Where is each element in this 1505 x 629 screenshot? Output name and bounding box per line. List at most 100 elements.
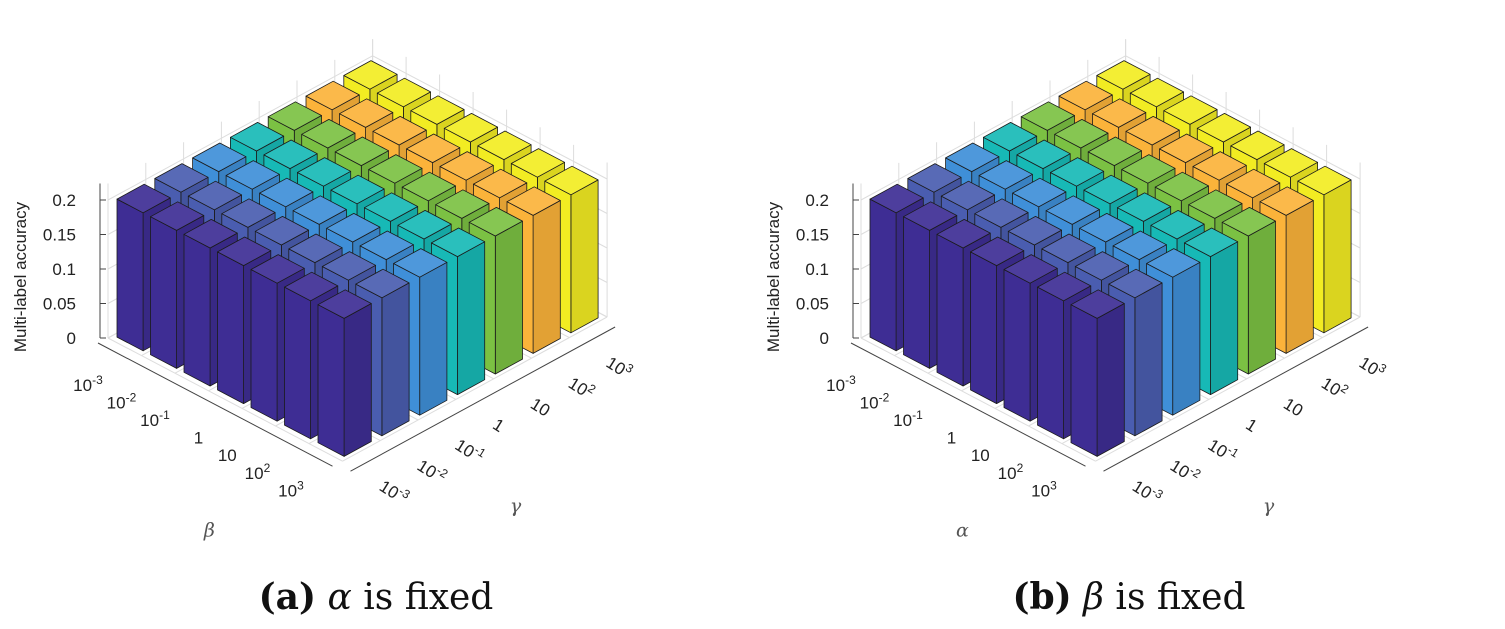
bar-top-face: [1003, 254, 1058, 284]
caption-tag: (b): [1012, 576, 1072, 618]
bar-top-face: [1087, 136, 1142, 167]
bar: [903, 201, 958, 369]
bar-top-face: [468, 206, 523, 237]
bar-top-face: [1041, 233, 1096, 264]
width-tick-label: 10-3: [376, 474, 413, 509]
bar: [430, 227, 486, 396]
bar-top-face: [1125, 116, 1180, 146]
bar-top-face: [1074, 251, 1130, 281]
z-tick-label: 0.1: [805, 260, 829, 279]
bar-top-face: [439, 151, 494, 181]
z-tick-label: 0.05: [43, 295, 76, 314]
width-tick-label: 10-1: [1205, 433, 1242, 468]
depth-tick-label: 10-3: [826, 373, 856, 395]
depth-tick-label: 1: [947, 429, 956, 448]
bar-top-face: [401, 171, 456, 202]
bar-top-face: [317, 289, 372, 319]
z-tick-label: 0.2: [52, 191, 76, 210]
bar-top-face: [254, 215, 310, 246]
bar-top-face: [221, 198, 276, 228]
bar-top-face: [1083, 174, 1138, 205]
depth-tick-label: 10: [971, 446, 990, 465]
bar-front-face: [381, 282, 410, 437]
floor-gridline: [860, 337, 1096, 462]
width-tick-label: 10-3: [1129, 474, 1166, 509]
bar-top-face: [229, 122, 285, 152]
width-tick: 10-2: [1167, 454, 1204, 489]
bar-top-face: [1129, 77, 1185, 108]
width-tick-label: 1: [1242, 415, 1260, 436]
bar-top-face: [1016, 139, 1071, 170]
bar-top-face: [982, 122, 1038, 152]
depth-tick-label: 10-1: [140, 408, 170, 430]
bar-top-face: [945, 142, 1000, 173]
depth-tick-label: 103: [1031, 478, 1057, 500]
bar-side-face: [150, 216, 178, 369]
bar-top-face: [978, 160, 1033, 190]
caption-a: (a) α is fixed: [0, 576, 752, 618]
width-tick-label: 10-1: [452, 433, 489, 468]
width-tick: 102: [565, 371, 599, 403]
depth-tick-label: 103: [278, 478, 304, 500]
bar3d-chart-a: 00.050.10.150.2 Multi-label accuracy 10-3 1…: [11, 39, 636, 541]
bar-top-face: [1259, 186, 1314, 216]
bar-side-face: [1003, 269, 1031, 422]
bar-front-face: [570, 179, 599, 334]
bar-front-face: [1285, 200, 1314, 354]
bar: [1070, 289, 1125, 457]
z-tick-labels: 0 0.05 0.1 0.15 0.2: [43, 191, 106, 348]
bar-top-face: [305, 80, 360, 111]
caption-tag: (a): [258, 576, 317, 618]
bar-top-face: [974, 198, 1029, 228]
bar-side-face: [1070, 304, 1098, 457]
bar-front-face: [343, 303, 372, 457]
bar-top-face: [1049, 157, 1105, 187]
bar-top-face: [1297, 165, 1352, 196]
z-axis-label: Multi-label accuracy: [11, 201, 30, 352]
bar-side-face: [1037, 286, 1065, 440]
bar-top-face: [1108, 268, 1163, 299]
bar-top-face: [339, 98, 394, 128]
bar-top-face: [192, 142, 247, 173]
bar-top-face: [1221, 206, 1276, 237]
width-tick-label: 10-2: [1167, 454, 1204, 489]
bar-side-face: [970, 251, 998, 405]
bar-front-face: [1096, 303, 1125, 457]
bar-top-face: [376, 77, 432, 108]
bar-side-face: [936, 233, 964, 387]
bar-top-face: [907, 163, 962, 193]
width-tick-label: 102: [1318, 371, 1352, 403]
width-tick: 10-1: [452, 433, 489, 468]
bar-top-face: [1159, 133, 1214, 164]
width-tick-label: 1: [489, 415, 507, 436]
bar-top-face: [430, 227, 486, 258]
bar-top-face: [1045, 195, 1100, 225]
bar-top-face: [116, 183, 171, 214]
depth-tick-label: 10-3: [73, 373, 103, 395]
bar-top-face: [1183, 227, 1239, 258]
bar-side-face: [869, 198, 897, 352]
bar-top-face: [1037, 271, 1092, 302]
bar-top-face: [1012, 177, 1067, 208]
bar-front-face: [1323, 179, 1352, 334]
bar-top-face: [936, 218, 991, 249]
bar-side-face: [116, 198, 144, 352]
bar-front-face: [532, 200, 561, 354]
bar-top-face: [1020, 101, 1075, 131]
bar-top-face: [1263, 148, 1318, 178]
width-tick-label: 10: [1280, 394, 1306, 420]
chart-panel-b: 0 0.05 0.1 0.15 0.2 Multi-label accuracy 10-3 1…: [753, 0, 1505, 629]
bar-top-face: [1054, 119, 1109, 149]
bar-top-face: [1163, 95, 1218, 125]
bar-top-face: [368, 154, 423, 184]
caption-text: is fixed: [1103, 577, 1246, 618]
bar-top-face: [301, 119, 356, 149]
bar-top-face: [544, 165, 599, 196]
bar-top-face: [1116, 192, 1172, 222]
bar-top-face: [250, 254, 305, 284]
bar-top-face: [506, 186, 561, 216]
bar-top-face: [1096, 60, 1151, 90]
width-tick: 102: [1318, 371, 1352, 403]
bar-top-face: [1058, 80, 1113, 111]
